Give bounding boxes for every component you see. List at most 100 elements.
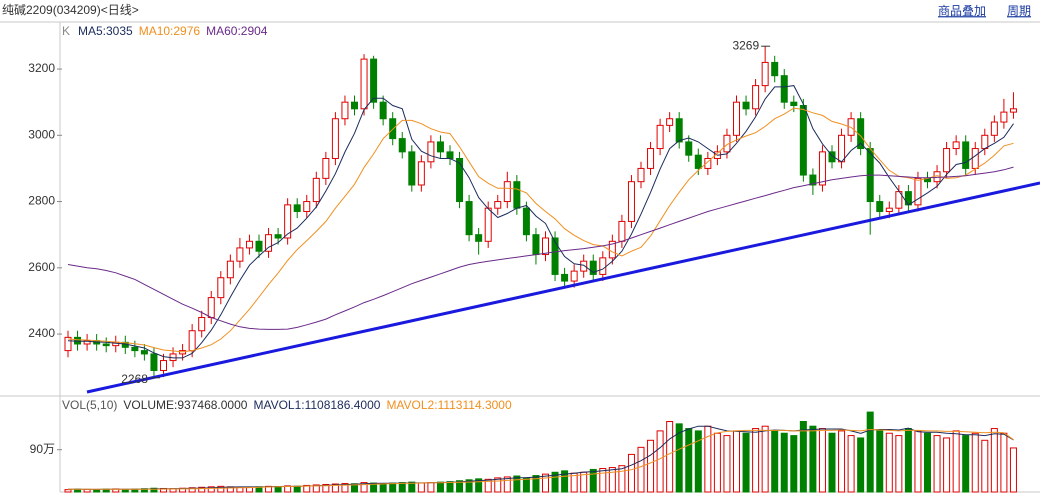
volume-bar [121,488,129,493]
volume-bar [990,428,998,493]
volume-bar [694,430,702,493]
candle-body [637,167,645,183]
volume-bar [293,485,301,493]
period-link[interactable]: 周期 [1007,4,1031,18]
volume-bar [608,467,616,493]
candle-body [255,240,263,252]
volume-bar [637,446,645,493]
y-tick-label: 2800 [28,194,55,208]
candle-body [83,340,91,345]
high-annotation: 3269 [732,38,759,52]
volume-bar [408,481,416,493]
candle-body [331,118,339,159]
volume-bar [599,468,607,493]
volume-bar [198,486,206,493]
volume-bar [943,437,951,493]
candle-body [427,141,435,163]
candle-body [627,181,635,222]
candle-body [351,101,358,110]
candle-body [360,58,368,110]
volume-bar [838,430,846,493]
candle-body [532,234,540,256]
candle-body [694,154,702,169]
candle-body [417,161,425,186]
volume-bar [914,430,922,493]
volume-bar [446,481,454,493]
candle-body [513,181,521,209]
volume-bar [981,439,989,493]
candle-body [551,237,559,275]
candle-body [226,260,234,279]
candle-body [312,177,320,203]
candle-body [981,134,989,150]
candle-body [580,260,588,272]
volume-bar [64,489,72,493]
candle-body [761,61,769,87]
candle-body [542,237,549,256]
volume-bar [551,471,559,493]
volume-bar [322,483,330,493]
mavol-line [68,428,1014,490]
candle-body [733,101,740,136]
candle-body [876,201,884,212]
candle-body [704,157,712,169]
volume-bar [417,482,425,493]
volume-bar [494,477,502,493]
volume-bar [389,482,397,493]
volume-bar [780,432,788,493]
volume-bar [866,411,874,493]
volume-bar [303,484,311,493]
candle-body [236,247,244,262]
candle-body [198,316,206,332]
candle-body [599,257,607,275]
candle-body [790,101,798,106]
ma-line [67,85,1014,359]
candle-body [990,121,998,136]
candle-body [885,207,893,212]
trend-line [86,181,1040,394]
volume-bar [828,432,836,493]
candle-body [904,191,912,206]
candle-body [217,277,225,299]
candle-body [589,260,597,275]
candle-body [494,201,502,209]
volume-bar [857,437,865,493]
volume-bar [752,428,760,493]
volume-legend: MAVOL2:1113114.3000 [386,398,512,412]
volume-bar [341,483,349,493]
candle-body [618,220,626,242]
volume-bar [790,435,798,493]
volume-bar [379,483,387,493]
volume-bar [331,483,339,493]
y-tick-label: 2400 [28,326,55,340]
candle-body [522,207,530,236]
volume-bar [647,439,655,493]
volume-bar [284,485,292,493]
y-tick-label: 3000 [28,127,55,141]
volume-bar [398,482,406,493]
candle-body [436,141,444,153]
candle-body [131,346,139,352]
volume-bar [666,421,674,493]
volume-bar [589,468,597,493]
volume-bar [818,428,826,493]
y-tick-label: 2600 [28,260,55,274]
mavol-line [68,425,1014,490]
candle-body [140,350,148,355]
candle-body [675,118,683,143]
candle-body [656,124,664,150]
candle-body [379,101,387,120]
candle-body [265,234,273,252]
volume-legend: VOL(5,10) [62,398,117,412]
candle-body [742,101,750,110]
candle-body [398,138,406,153]
candle-body [666,118,674,126]
overlay-link[interactable]: 商品叠加 [938,3,986,18]
ma-line [67,166,1014,330]
y-tick-label: 3200 [28,61,55,75]
candle-body [245,240,253,249]
volume-bar [561,470,569,493]
low-annotation: 2268 [121,372,148,386]
